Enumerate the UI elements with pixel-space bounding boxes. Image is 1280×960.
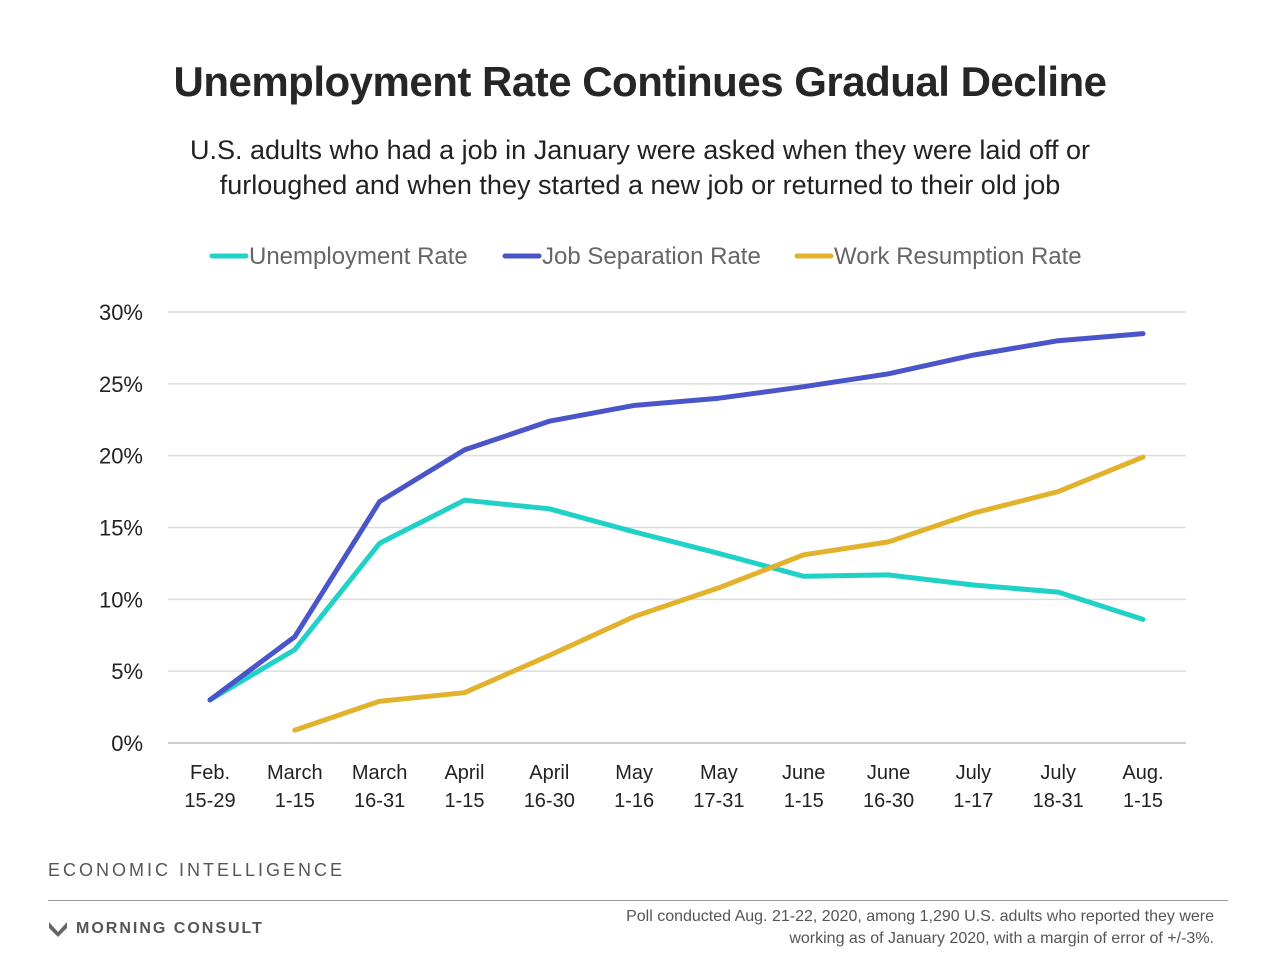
- brand-name: MORNING CONSULT: [76, 920, 264, 937]
- y-tick-label: 30%: [99, 300, 143, 325]
- legend-label: Work Resumption Rate: [834, 243, 1082, 270]
- methodology-note: Poll conducted Aug. 21-22, 2020, among 1…: [626, 908, 1214, 947]
- series-lines: [207, 331, 1146, 733]
- x-tick-label: March 16-31: [352, 762, 408, 812]
- series-line-work-resumption-rate: [292, 454, 1146, 733]
- chart-subtitle: U.S. adults who had a job in January wer…: [189, 135, 1091, 200]
- series-line-job-separation-rate: [207, 331, 1146, 703]
- x-tick-label: April 16-30: [524, 762, 575, 812]
- brand-logo: MORNING CONSULT: [48, 920, 264, 938]
- legend-item: Job Separation Rate: [502, 243, 761, 270]
- x-tick-label: June 16-30: [863, 762, 914, 812]
- y-tick-label: 5%: [111, 659, 143, 684]
- series-line-unemployment-rate: [207, 497, 1146, 703]
- y-axis-ticks: 0% 5% 10% 15% 20% 25% 30%: [99, 300, 143, 756]
- x-tick-label: May 17-31: [693, 762, 744, 812]
- legend-label: Job Separation Rate: [542, 243, 761, 270]
- morning-consult-logo-icon: [49, 922, 67, 937]
- y-tick-label: 0%: [111, 731, 143, 756]
- x-tick-label: May 1-16: [614, 762, 654, 812]
- chart-title: Unemployment Rate Continues Gradual Decl…: [173, 58, 1107, 105]
- y-tick-label: 20%: [99, 444, 143, 469]
- x-tick-label: Aug. 1-15: [1122, 762, 1163, 812]
- footer-divider: [48, 900, 1228, 901]
- x-tick-label: Feb. 15-29: [184, 762, 235, 812]
- legend: Unemployment Rate Job Separation Rate Work…: [209, 243, 1082, 270]
- x-tick-label: April 1-15: [444, 762, 484, 812]
- x-axis-ticks: Feb. 15-29 March 1-15 March 16-31 April 1-15 Apr…: [184, 762, 1163, 812]
- x-tick-label: July 1-17: [953, 762, 993, 812]
- legend-item: Work Resumption Rate: [794, 243, 1082, 270]
- gridlines: [168, 311, 1186, 744]
- x-tick-label: June 1-15: [782, 762, 825, 812]
- section-label: ECONOMIC INTELLIGENCE: [48, 860, 346, 880]
- legend-label: Unemployment Rate: [249, 243, 468, 270]
- x-tick-label: March 1-15: [267, 762, 323, 812]
- y-tick-label: 10%: [99, 587, 143, 612]
- legend-item: Unemployment Rate: [209, 243, 468, 270]
- y-tick-label: 25%: [99, 372, 143, 397]
- y-tick-label: 15%: [99, 516, 143, 541]
- x-tick-label: July 18-31: [1033, 762, 1084, 812]
